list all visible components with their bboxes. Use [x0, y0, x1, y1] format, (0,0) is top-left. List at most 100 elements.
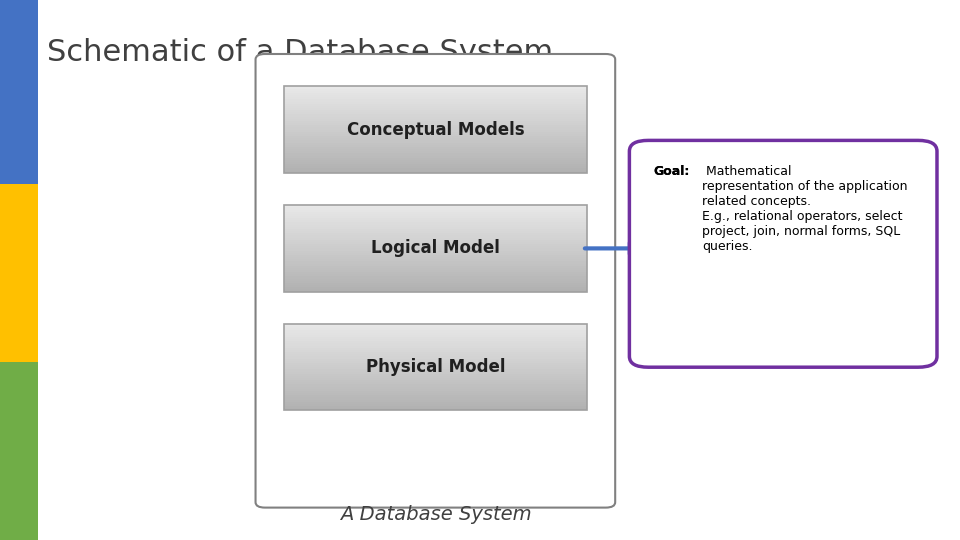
Bar — [284, 352, 587, 354]
Bar — [284, 346, 587, 348]
Bar — [284, 130, 587, 132]
Bar — [284, 285, 587, 287]
Bar — [284, 212, 587, 214]
Bar — [284, 153, 587, 156]
Bar — [284, 93, 587, 95]
Bar — [284, 104, 587, 106]
Bar — [284, 162, 587, 164]
Bar — [284, 369, 587, 372]
Text: A Database System: A Database System — [340, 505, 531, 524]
Bar — [284, 171, 587, 173]
Bar — [284, 125, 587, 127]
Bar — [284, 248, 587, 251]
Bar — [284, 339, 587, 341]
Bar — [284, 136, 587, 138]
Bar — [284, 97, 587, 99]
Bar — [284, 397, 587, 400]
Text: Logical Model: Logical Model — [371, 239, 500, 258]
Bar — [284, 216, 587, 218]
Bar — [284, 132, 587, 134]
Bar — [284, 367, 587, 369]
Bar — [284, 393, 587, 395]
Bar — [284, 274, 587, 276]
FancyBboxPatch shape — [255, 54, 615, 508]
Bar — [284, 283, 587, 285]
Bar — [284, 158, 587, 160]
Bar — [284, 214, 587, 216]
Bar — [284, 281, 587, 283]
Bar — [284, 400, 587, 402]
Bar — [284, 279, 587, 281]
Bar — [284, 363, 587, 365]
Bar — [284, 406, 587, 408]
Bar — [284, 160, 587, 162]
Bar — [284, 244, 587, 246]
Bar — [284, 404, 587, 406]
Bar — [284, 324, 587, 326]
Bar — [284, 287, 587, 289]
Text: Mathematical
representation of the application
related concepts.
E.g., relationa: Mathematical representation of the appli… — [703, 165, 908, 253]
Text: Conceptual Models: Conceptual Models — [347, 120, 524, 139]
Bar — [284, 151, 587, 153]
Bar — [284, 289, 587, 292]
Bar — [0, 0, 37, 184]
Bar — [284, 227, 587, 229]
Bar — [284, 380, 587, 382]
Bar — [284, 259, 587, 261]
Bar — [284, 114, 587, 117]
Bar — [284, 270, 587, 272]
Bar — [284, 268, 587, 270]
Bar — [284, 218, 587, 220]
Bar — [284, 229, 587, 231]
Bar — [284, 110, 587, 112]
Bar — [284, 140, 587, 143]
Bar — [284, 361, 587, 363]
Bar — [284, 387, 587, 389]
Bar — [284, 205, 587, 207]
Bar — [284, 266, 587, 268]
Bar — [0, 184, 37, 362]
Text: Goal:: Goal: — [653, 165, 689, 178]
Bar — [284, 149, 587, 151]
Bar — [284, 207, 587, 210]
Bar — [284, 272, 587, 274]
Bar — [284, 143, 587, 145]
Bar — [284, 359, 587, 361]
Bar — [284, 350, 587, 352]
Bar — [284, 242, 587, 244]
Bar — [284, 255, 587, 257]
Bar — [284, 246, 587, 248]
Bar — [284, 382, 587, 384]
Bar — [284, 164, 587, 166]
Bar — [284, 210, 587, 212]
Bar — [284, 99, 587, 102]
Bar — [284, 251, 587, 253]
Bar — [284, 372, 587, 374]
Bar — [284, 356, 587, 359]
Bar — [284, 134, 587, 136]
Bar — [284, 220, 587, 222]
Bar — [284, 233, 587, 235]
Bar — [284, 354, 587, 356]
Bar — [284, 391, 587, 393]
Bar — [284, 378, 587, 380]
Bar — [284, 408, 587, 410]
Bar — [284, 86, 587, 89]
Bar — [284, 326, 587, 328]
Bar — [284, 276, 587, 279]
Bar — [284, 389, 587, 391]
Bar — [284, 235, 587, 238]
Bar — [284, 335, 587, 337]
Bar — [284, 112, 587, 114]
Bar — [284, 108, 587, 110]
Bar — [284, 117, 587, 119]
Bar — [284, 374, 587, 376]
Bar — [284, 264, 587, 266]
Bar — [284, 106, 587, 108]
Bar — [284, 127, 587, 130]
Bar — [284, 123, 587, 125]
Bar — [284, 337, 587, 339]
Bar — [284, 166, 587, 168]
Bar — [284, 147, 587, 149]
Bar — [284, 376, 587, 378]
